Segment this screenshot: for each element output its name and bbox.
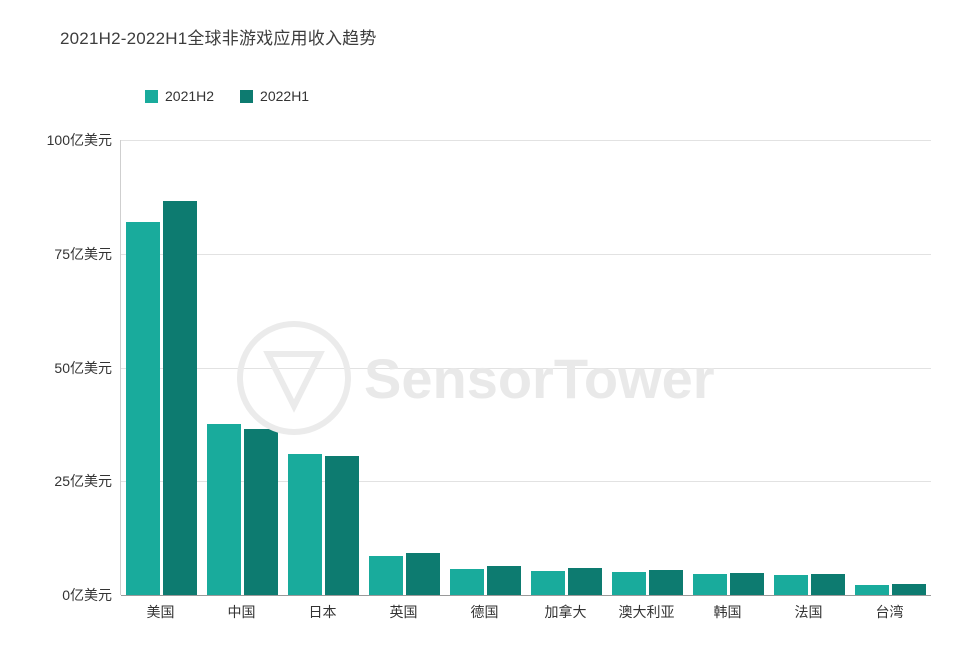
- legend: 2021H2 2022H1: [145, 88, 309, 104]
- bar-group-美国: [121, 140, 202, 595]
- bar-2022H1-法国: [811, 574, 845, 595]
- bar-group-日本: [283, 140, 364, 595]
- bar-2021H2-澳大利亚: [612, 572, 646, 595]
- bar-2022H1-美国: [163, 201, 197, 595]
- bar-2021H2-法国: [774, 574, 808, 595]
- legend-label: 2021H2: [165, 88, 215, 104]
- legend-label: 2022H1: [260, 88, 310, 104]
- bar-2021H2-加拿大: [531, 570, 565, 595]
- gridline: [121, 367, 931, 369]
- bar-2021H2-日本: [288, 453, 322, 595]
- bar-2021H2-英国: [369, 556, 403, 595]
- legend-swatch-icon: [145, 89, 158, 103]
- x-tick-label: 日本: [308, 604, 337, 620]
- x-tick-label: 英国: [389, 604, 418, 620]
- legend-swatch-icon: [240, 89, 254, 103]
- y-tick-label: 0亿美元: [62, 587, 112, 603]
- bar-2022H1-日本: [325, 456, 359, 595]
- bar-2022H1-加拿大: [568, 568, 602, 595]
- gridline: [121, 481, 931, 483]
- y-axis-labels: 0亿美元 25亿美元 50亿美元 75亿美元 100亿美元: [0, 132, 112, 603]
- x-axis-line: [121, 595, 931, 596]
- gridline: [121, 253, 931, 255]
- bar-2022H1-英国: [406, 553, 440, 595]
- bar-2021H2-德国: [450, 569, 484, 595]
- bar-2021H2-美国: [126, 221, 160, 595]
- bar-group-法国: [769, 140, 850, 595]
- plot-area: [120, 140, 931, 596]
- x-tick-label: 澳大利亚: [618, 604, 675, 620]
- bar-2022H1-台湾: [892, 584, 926, 595]
- bar-group-德国: [445, 140, 526, 595]
- x-axis-labels: 美国 中国 日本 英国 德国 加拿大 澳大利亚 韩国 法国 台湾: [120, 602, 930, 626]
- y-tick-label: 50亿美元: [54, 359, 112, 376]
- bar-2021H2-韩国: [693, 574, 727, 595]
- bar-group-澳大利亚: [607, 140, 688, 595]
- x-tick-label: 中国: [227, 604, 256, 620]
- bar-2022H1-澳大利亚: [649, 569, 683, 595]
- x-tick-label: 德国: [470, 604, 499, 620]
- x-tick-label: 韩国: [713, 604, 742, 620]
- x-tick-label: 美国: [146, 604, 175, 620]
- y-tick-label: 75亿美元: [54, 245, 112, 262]
- bar-group-中国: [202, 140, 283, 595]
- bar-group-加拿大: [526, 140, 607, 595]
- y-tick-label: 25亿美元: [54, 473, 112, 490]
- bar-group-英国: [364, 140, 445, 595]
- bar-2022H1-中国: [244, 428, 278, 595]
- bar-group-韩国: [688, 140, 769, 595]
- legend-item-2022H1: 2022H1: [240, 88, 309, 104]
- legend-item-2021H2: 2021H2: [145, 88, 214, 104]
- x-tick-label: 法国: [794, 604, 823, 620]
- gridline: [121, 140, 931, 141]
- bar-2021H2-台湾: [855, 585, 889, 595]
- chart-title: 2021H2-2022H1全球非游戏应用收入趋势: [60, 29, 377, 48]
- bar-2021H2-中国: [207, 424, 241, 595]
- y-tick-label: 100亿美元: [46, 132, 112, 148]
- x-tick-label: 台湾: [875, 604, 904, 620]
- bar-2022H1-德国: [487, 565, 521, 595]
- x-tick-label: 加拿大: [544, 604, 587, 620]
- bar-group-台湾: [850, 140, 931, 595]
- bar-2022H1-韩国: [730, 573, 764, 595]
